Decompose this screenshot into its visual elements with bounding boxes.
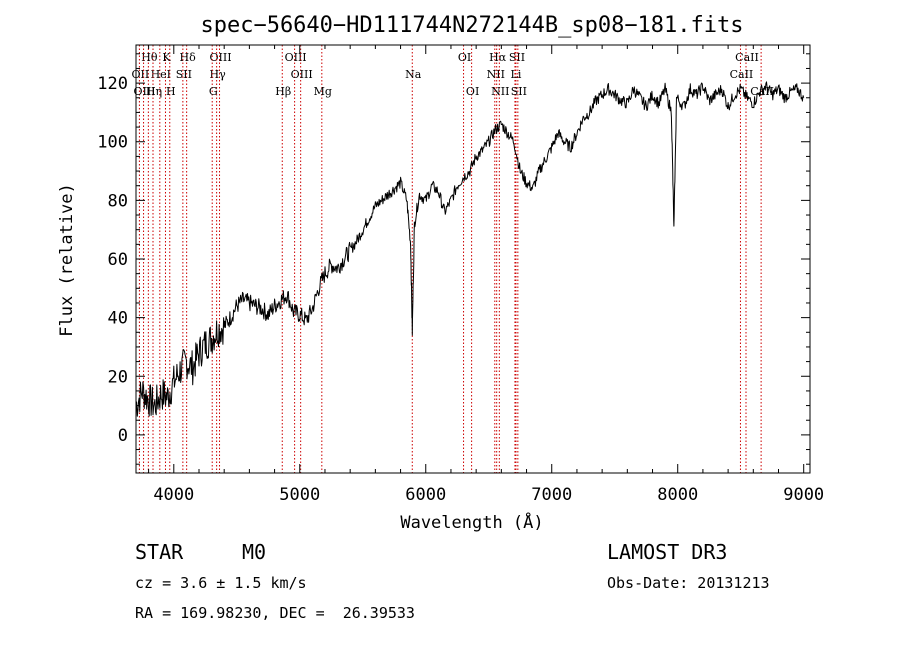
plot-frame	[135, 44, 811, 474]
marker-label: K	[162, 51, 171, 64]
y-tick-label: 80	[108, 191, 128, 211]
marker-label: Na	[405, 68, 422, 81]
object-subclass: M0	[242, 540, 267, 564]
spectrum-line	[135, 81, 805, 417]
redshift-readout: cz = 3.6 ± 1.5 km/s	[135, 574, 307, 592]
marker-label: H	[166, 85, 176, 98]
y-tick-label: 40	[108, 309, 128, 329]
marker-label: OIII	[134, 85, 156, 98]
survey-name: LAMOST DR3	[607, 540, 728, 564]
marker-label: Hγ	[210, 68, 227, 81]
object-class: STAR	[135, 540, 184, 564]
marker-label: NII	[491, 85, 509, 98]
marker-label: OIII	[209, 51, 231, 64]
marker-label: CaII	[730, 68, 754, 81]
marker-label: Hη	[146, 85, 162, 98]
x-tick-label: 5000	[279, 485, 320, 505]
y-tick-label: 0	[118, 426, 128, 446]
marker-label: Hθ	[141, 51, 158, 64]
marker-label: Hδ	[180, 51, 197, 64]
x-tick-label: 9000	[783, 485, 824, 505]
observation-date: Obs-Date: 20131213	[607, 574, 770, 592]
y-axis-label: Flux (relative)	[57, 183, 77, 337]
x-tick-label: 6000	[405, 485, 446, 505]
y-tick-label: 20	[108, 367, 128, 387]
marker-label: OIII	[285, 51, 307, 64]
x-axis: 4000 5000 6000 7000 8000 9000	[148, 45, 824, 505]
y-axis: 0 20 40 60 80 100 120	[97, 53, 810, 465]
marker-label: SII	[509, 51, 525, 64]
x-tick-label: 4000	[153, 485, 194, 505]
marker-label: CaII	[735, 51, 759, 64]
marker-label: Li	[511, 68, 522, 81]
x-axis-label: Wavelength (Å)	[400, 511, 543, 533]
coordinates-readout: RA = 169.98230, DEC = 26.39533	[135, 604, 415, 622]
marker-label: Mg	[314, 85, 332, 98]
marker-label: OI	[466, 85, 479, 98]
marker-label: OII	[132, 68, 150, 81]
marker-label: Hβ	[275, 85, 291, 98]
marker-label: SII	[511, 85, 527, 98]
y-tick-label: 100	[97, 133, 128, 153]
spectrum	[135, 81, 805, 417]
y-tick-label: 120	[97, 74, 128, 94]
marker-label: OIII	[291, 68, 313, 81]
marker-label: NII	[487, 68, 505, 81]
marker-label: SII	[176, 68, 192, 81]
chart-title: spec−56640−HD111744N272144B_sp08−181.fit…	[200, 13, 743, 38]
marker-label: OI	[458, 51, 471, 64]
y-tick-label: 60	[108, 250, 128, 270]
x-tick-label: 8000	[657, 485, 698, 505]
marker-label: G	[209, 85, 218, 98]
marker-label: Hα	[489, 51, 507, 64]
marker-label: HeI	[151, 68, 171, 81]
x-tick-label: 7000	[531, 485, 572, 505]
